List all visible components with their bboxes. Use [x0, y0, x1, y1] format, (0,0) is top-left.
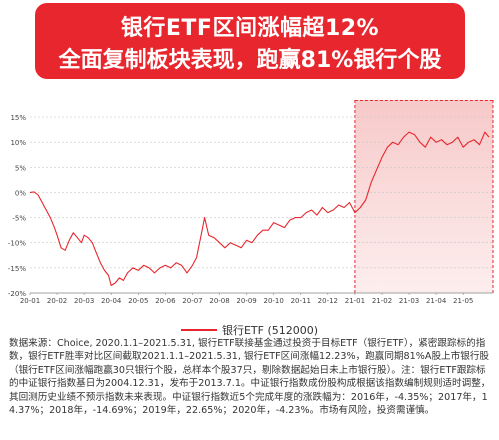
headline-banner: 银行ETF区间涨幅超12% 全面复制板块表现，跑赢81%银行个股: [35, 3, 465, 79]
x-tick-label: 20-10: [264, 297, 284, 305]
y-tick-label: -10%: [8, 240, 26, 248]
x-tick-label: 20-06: [155, 297, 176, 305]
x-tick-label: 20-12: [318, 297, 338, 305]
x-tick-label: 21-02: [372, 297, 392, 305]
x-tick-label: 21-01: [345, 297, 365, 305]
headline-subtitle: 全面复制板块表现，跑赢81%银行个股: [58, 48, 442, 73]
source-note: 数据来源：Choice, 2020.1.1–2021.5.31, 银行ETF联接…: [9, 338, 491, 417]
headline-title: 银行ETF区间涨幅超12%: [120, 16, 380, 41]
highlight-region: [354, 100, 493, 293]
x-tick-label: 20-07: [182, 297, 202, 305]
x-tick-label: 20-02: [47, 297, 67, 305]
y-tick-label: 0%: [15, 189, 26, 197]
legend-swatch: [180, 329, 217, 331]
x-tick-label: 21-04: [426, 297, 447, 305]
x-tick-label: 20-01: [20, 297, 40, 305]
x-tick-label: 20-05: [128, 297, 148, 305]
x-tick-label: 20-11: [291, 297, 311, 305]
line-chart: 15% 10% 5% 0% -5% -10% -15% -20%20-01 20-02 20-03…: [8, 100, 494, 305]
legend-label: 银行ETF (512000): [221, 324, 319, 337]
series-line: [29, 131, 490, 287]
y-tick-label: -15%: [8, 265, 26, 273]
y-tick-label: 15%: [10, 114, 26, 122]
x-tick-label: 21-05: [453, 297, 473, 305]
y-tick-label: -5%: [12, 215, 26, 223]
x-tick-label: 20-08: [209, 297, 229, 305]
y-tick-label: 10%: [10, 139, 26, 147]
x-tick-label: 20-09: [236, 297, 256, 305]
y-tick-label: -20%: [8, 290, 26, 298]
x-tick-label: 20-04: [101, 297, 122, 305]
x-tick-label: 21-03: [399, 297, 419, 305]
x-tick-label: 20-03: [74, 297, 94, 305]
chart-legend: 银行ETF (512000): [0, 322, 499, 337]
y-tick-label: 5%: [15, 164, 26, 172]
